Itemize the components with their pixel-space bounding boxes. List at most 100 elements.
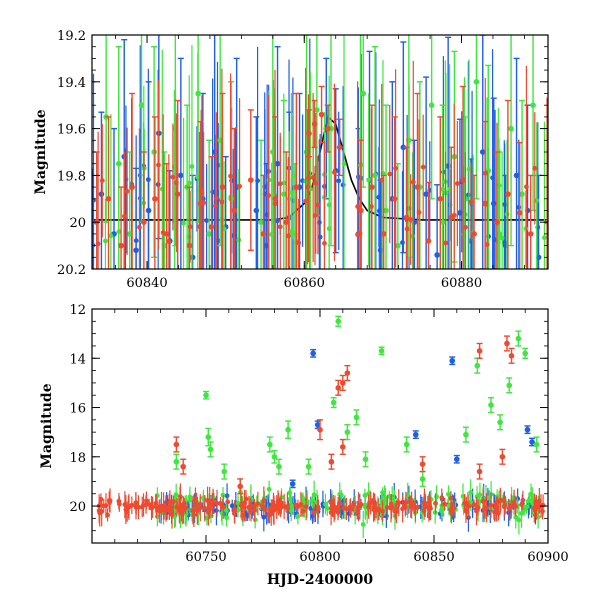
red-series-point — [336, 118, 343, 177]
green-series-point — [473, 35, 480, 200]
green-series-point — [474, 357, 481, 374]
red-series-point — [318, 85, 325, 144]
green-series-point — [151, 46, 158, 258]
blue-series-point — [177, 57, 184, 269]
green-series-point — [221, 463, 228, 480]
green-series-point — [271, 449, 278, 464]
green-series-point — [403, 436, 410, 453]
bottom-x-axis-title: HJD-2400000 — [267, 572, 374, 588]
blue-series-point — [513, 57, 520, 269]
red-series-point — [231, 127, 238, 269]
bottom-panel: 60750 60800 60850 60900 12 14 16 18 20 Magnitude… — [39, 303, 569, 588]
y-tick-label: 19.6 — [57, 123, 86, 138]
red-series-point — [344, 364, 351, 382]
y-tick-label: 12 — [69, 303, 86, 318]
green-series-point — [378, 346, 385, 356]
top-panel: 60840 60860 60880 19.2 19.4 19.6 19.8 20 20.2 Ma… — [33, 29, 549, 291]
green-series-point — [203, 390, 209, 400]
blue-series-point — [434, 184, 441, 269]
red-series-point — [105, 116, 112, 269]
green-series-point — [285, 420, 292, 440]
green-series-point — [344, 424, 351, 441]
green-series-point — [258, 139, 265, 269]
green-series-point — [305, 458, 312, 475]
red-series-point — [208, 155, 215, 269]
green-series-point — [519, 99, 526, 269]
y-tick-label: 20 — [69, 216, 86, 231]
blue-series-point — [253, 116, 260, 269]
red-series-point — [260, 174, 267, 269]
green-series-point — [428, 35, 435, 200]
green-series-point — [488, 396, 494, 414]
green-series-point — [497, 414, 504, 431]
top-plot-area — [92, 35, 548, 269]
red-series-point — [186, 186, 193, 269]
red-series-point — [476, 463, 483, 480]
y-tick-label: 18 — [69, 451, 86, 466]
blue-series-point — [314, 420, 321, 430]
green-series-point — [362, 451, 369, 468]
y-tick-label: 19.8 — [57, 169, 86, 184]
blue-series-point — [490, 97, 497, 269]
red-series-point — [499, 448, 506, 465]
y-tick-label: 20 — [69, 500, 86, 515]
red-series-point — [508, 347, 515, 364]
x-tick-label: 60850 — [413, 550, 454, 565]
red-series-point — [180, 458, 187, 475]
red-series-point — [317, 419, 323, 441]
blue-series-point — [423, 76, 430, 269]
red-series-baseline — [96, 483, 546, 529]
red-series-point — [118, 186, 125, 269]
y-tick-label: 19.4 — [57, 76, 86, 91]
blue-series-point — [412, 430, 419, 440]
y-tick-label: 16 — [69, 402, 86, 417]
blue-series-point — [289, 479, 296, 489]
green-series-point — [522, 347, 529, 359]
blue-series-point — [524, 425, 531, 435]
green-series-point — [462, 426, 469, 443]
red-series-point — [437, 116, 444, 269]
red-series-dense-strands — [95, 60, 548, 269]
red-series-point — [237, 478, 244, 495]
blue-series-point — [400, 41, 407, 254]
bottom-plot-area — [96, 315, 546, 539]
blue-series-point — [449, 356, 456, 366]
red-series-point — [339, 374, 346, 391]
red-series-point — [339, 438, 346, 456]
x-tick-label: 60800 — [299, 550, 340, 565]
bottom-y-axis-title: Magnitude — [39, 383, 55, 468]
red-series-point — [219, 92, 226, 269]
red-series-point — [324, 104, 331, 153]
red-series-point — [516, 141, 523, 269]
x-tick-label: 60880 — [441, 276, 482, 291]
x-tick-label: 60840 — [126, 276, 167, 291]
x-tick-label: 60860 — [284, 276, 325, 291]
red-series-point — [328, 453, 335, 470]
red-series-point — [335, 379, 342, 396]
red-series-point — [503, 335, 510, 352]
blue-series-point — [529, 437, 536, 447]
blue-series-point — [189, 174, 196, 269]
y-tick-label: 19.2 — [57, 29, 86, 44]
green-series-point — [372, 46, 379, 269]
red-series-point — [247, 109, 254, 251]
green-series-point — [207, 441, 214, 458]
green-series-point — [515, 330, 522, 347]
red-series-point — [403, 146, 410, 269]
green-series-point — [353, 409, 360, 426]
green-series-point — [205, 427, 212, 447]
blue-series-point — [310, 348, 317, 358]
blue-series-point — [98, 111, 105, 269]
y-tick-label: 20.2 — [57, 263, 86, 278]
bottom-ticks: 60750 60800 60850 60900 12 14 16 18 20 — [69, 303, 568, 565]
red-series-point — [471, 174, 478, 269]
green-series-point — [335, 315, 342, 327]
red-series-point — [476, 342, 483, 359]
green-series-point — [508, 35, 515, 247]
red-series-point — [129, 92, 136, 269]
top-ticks: 60840 60860 60880 19.2 19.4 19.6 19.8 20 20.2 — [57, 29, 548, 291]
green-series-point — [533, 436, 540, 453]
red-series-point — [460, 85, 467, 269]
blue-series-point — [479, 35, 486, 269]
